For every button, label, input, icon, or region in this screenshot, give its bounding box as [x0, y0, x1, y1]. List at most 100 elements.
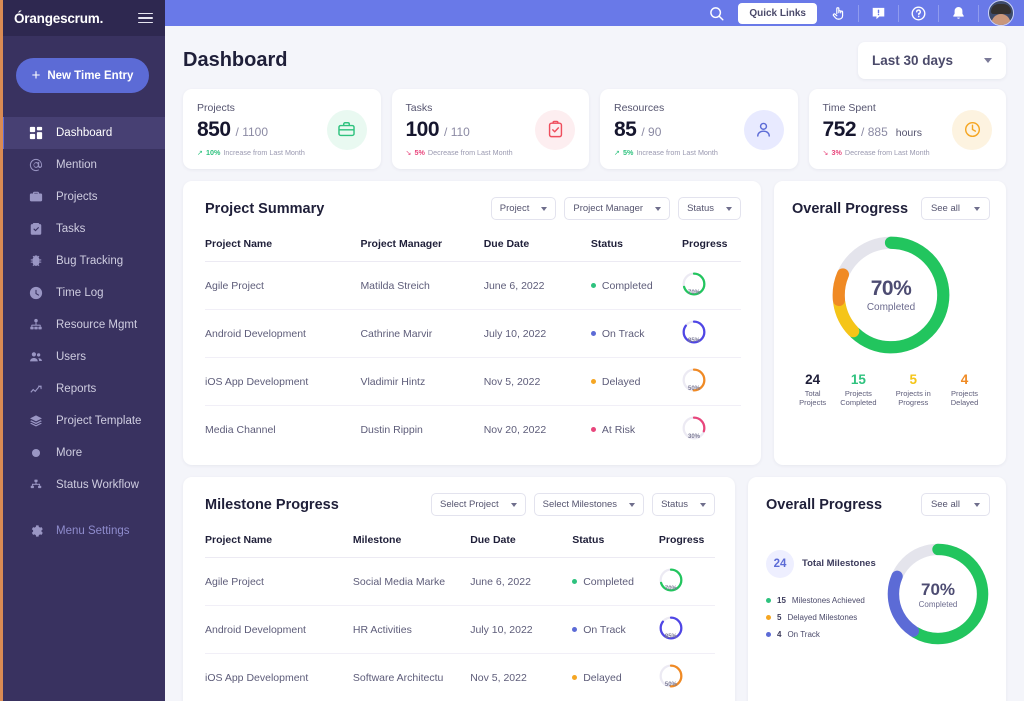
stat-total: / 90 [641, 125, 662, 139]
stat-value: 752 / 885 hours [823, 118, 930, 142]
table-row[interactable]: Media Channel Dustin Rippin Nov 20, 2022… [205, 406, 741, 454]
milestone-progress-table: Project Name Milestone Due Date Status P… [205, 534, 715, 701]
sidebar-item-resource-mgmt[interactable]: Resource Mgmt [0, 309, 165, 341]
new-time-entry-label: New Time Entry [47, 69, 134, 82]
sidebar-item-dashboard[interactable]: Dashboard [0, 117, 165, 149]
table-header-row: Project Name Project Manager Due Date St… [205, 238, 741, 262]
left-edge-accent [0, 0, 3, 701]
cell-due-date: June 6, 2022 [470, 557, 573, 606]
table-row[interactable]: Android Development HR Activities July 1… [205, 605, 715, 654]
see-all-select[interactable]: See all [920, 493, 990, 516]
table-header-row: Project Name Milestone Due Date Status P… [205, 534, 715, 558]
layers-icon [28, 414, 43, 429]
sidebar-item-label: Bug Tracking [56, 255, 124, 267]
search-icon[interactable] [699, 5, 734, 22]
avatar[interactable] [988, 0, 1014, 26]
cell-status: Delayed [590, 357, 682, 406]
progress-ring: 70% [682, 272, 706, 299]
legend-projects-delayed: 4 Projects Delayed [941, 372, 988, 408]
sidebar-item-time-log[interactable]: Time Log [0, 277, 165, 309]
milestone-progress-header: Milestone Progress Select Project Select… [205, 493, 715, 516]
bell-icon[interactable] [941, 5, 976, 22]
column-header: Progress [682, 238, 741, 262]
milestone-filters: Select Project Select Milestones Status [430, 493, 715, 516]
legend-projects-completed: 15 Projects Completed [831, 372, 885, 408]
sidebar-item-tasks[interactable]: Tasks [0, 213, 165, 245]
new-time-entry-button[interactable]: + New Time Entry [16, 58, 149, 93]
avatar-hair [991, 3, 1011, 14]
sidebar-item-label: Tasks [56, 223, 86, 235]
stat-value: 850 / 1100 [197, 118, 305, 142]
cell-due-date: July 10, 2022 [483, 309, 591, 358]
table-row[interactable]: Android Development Cathrine Marvir July… [205, 309, 741, 358]
grid-icon [28, 126, 43, 141]
stat-delta: ↘ 3% Decrease from Last Month [823, 148, 930, 157]
sidebar-item-bug-tracking[interactable]: Bug Tracking [0, 245, 165, 277]
date-range-select[interactable]: Last 30 days [858, 42, 1006, 79]
sidebar: Órangescrum. + New Time Entry Dashboard … [0, 0, 165, 701]
legend-caption: Delayed Milestones [787, 612, 858, 622]
table-row[interactable]: Agile Project Matilda Streich June 6, 20… [205, 261, 741, 310]
filter-project[interactable]: Project [490, 197, 557, 220]
filter-status[interactable]: Status [678, 197, 741, 220]
at-icon [28, 158, 43, 173]
overall-progress-header: Overall Progress See all [792, 197, 990, 220]
filter-select-project[interactable]: Select Project [430, 493, 526, 516]
filter-status[interactable]: Status [652, 493, 715, 516]
filter-select-milestones[interactable]: Select Milestones [533, 493, 645, 516]
user-icon [743, 109, 784, 150]
see-all-select[interactable]: See all [920, 197, 990, 220]
stat-total: / 885 [861, 125, 888, 139]
avatar-face [991, 14, 1011, 25]
stat-delta-pct: 3% [831, 148, 842, 157]
cell-due-date: July 10, 2022 [470, 605, 573, 654]
sidebar-item-projects[interactable]: Projects [0, 181, 165, 213]
legend-dot [766, 614, 771, 620]
help-circle-icon[interactable] [901, 5, 936, 22]
content-area: Projects 850 / 1100 ↗ 10% Increase from … [165, 89, 1024, 701]
quick-links-button[interactable]: Quick Links [738, 2, 817, 24]
menu-toggle-icon[interactable] [138, 12, 153, 24]
table-row[interactable]: iOS App Development Vladimir Hintz Nov 5… [205, 357, 741, 406]
sidebar-item-menu-settings[interactable]: Menu Settings [0, 515, 165, 547]
sidebar-item-label: Resource Mgmt [56, 319, 138, 331]
sidebar-item-status-workflow[interactable]: Status Workflow [0, 469, 165, 501]
clipboard-check-icon [535, 109, 575, 150]
table-row[interactable]: iOS App Development Software Architectu … [205, 653, 715, 701]
stat-total: / 1100 [235, 125, 269, 139]
stat-delta-text: Decrease from Last Month [427, 148, 513, 157]
legend-caption: On Track [787, 629, 820, 639]
chevron-down-icon [655, 206, 662, 211]
chevron-down-icon [984, 58, 992, 63]
projects-donut-wrap: 70% Completed [792, 234, 990, 356]
chevron-down-icon [510, 502, 517, 507]
sidebar-item-label: Users [56, 351, 87, 363]
cell-progress: 50% [682, 357, 741, 406]
legend-caption: Total Projects [799, 389, 827, 408]
cell-milestone: Software Architectu [352, 653, 471, 701]
sidebar-logo-bar: Órangescrum. [0, 0, 165, 36]
sidebar-item-users[interactable]: Users [0, 341, 165, 373]
stat-cards-row: Projects 850 / 1100 ↗ 10% Increase from … [183, 89, 1006, 169]
page-header: Dashboard Last 30 days [165, 26, 1024, 89]
filter-project-manager[interactable]: Project Manager [564, 197, 671, 220]
sidebar-item-reports[interactable]: Reports [0, 373, 165, 405]
cell-progress: 70% [658, 557, 715, 606]
stat-value: 100 / 110 [406, 118, 513, 142]
column-header: Milestone [352, 534, 471, 558]
bug-icon [28, 254, 43, 269]
donut-center: 70% Completed [830, 234, 952, 356]
sidebar-item-project-template[interactable]: Project Template [0, 405, 165, 437]
stat-value: 85 / 90 [614, 118, 718, 142]
stat-number: 752 [822, 118, 857, 141]
cell-manager: Dustin Rippin [360, 423, 423, 436]
legend-number: 5 [909, 372, 918, 387]
stat-card-time-spent: Time Spent 752 / 885 hours ↘ 3% Decrease… [808, 89, 1006, 169]
stat-number: 100 [405, 118, 440, 141]
table-row[interactable]: Agile Project Social Media Marke June 6,… [205, 557, 715, 606]
announcement-icon[interactable] [861, 5, 896, 22]
hand-pointer-icon[interactable] [821, 5, 856, 22]
sidebar-item-more[interactable]: More [0, 437, 165, 469]
cell-project-name: Android Development [205, 605, 353, 654]
sidebar-item-mention[interactable]: Mention [0, 149, 165, 181]
